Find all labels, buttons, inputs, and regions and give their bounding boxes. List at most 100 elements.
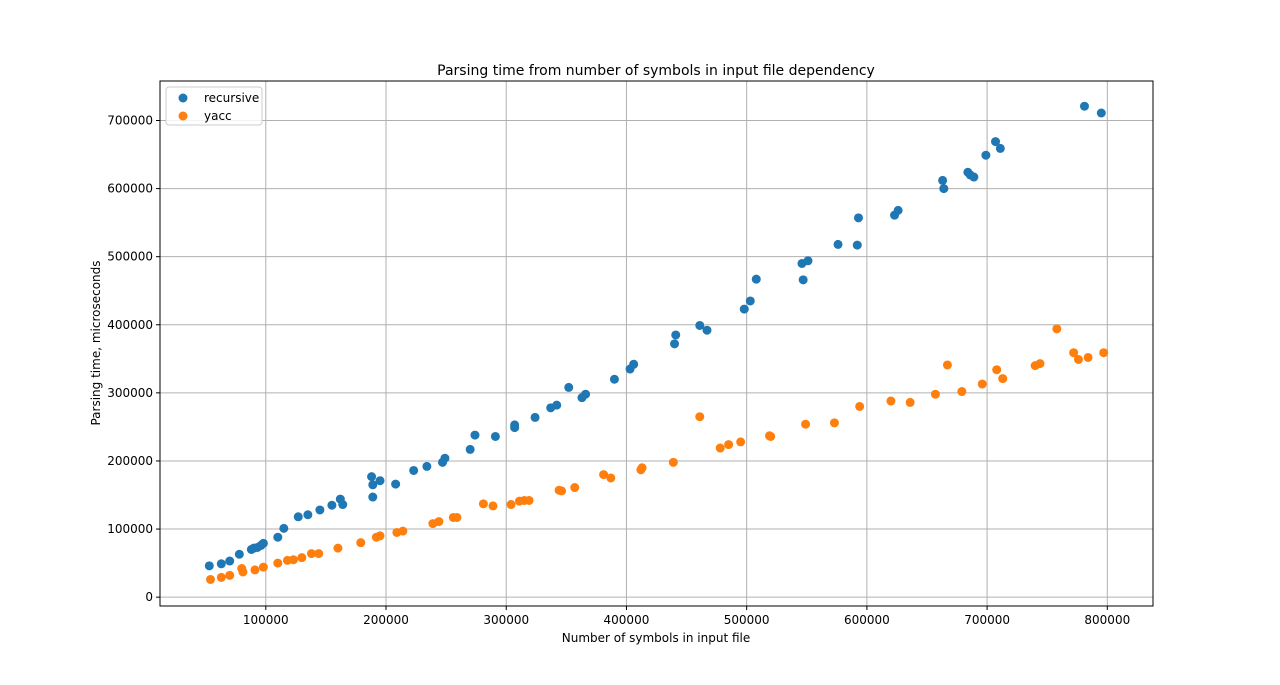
point-yacc xyxy=(801,419,811,429)
point-recursive xyxy=(670,339,680,349)
point-yacc xyxy=(1052,324,1062,334)
y-tick-label: 200000 xyxy=(107,454,153,468)
point-yacc xyxy=(1035,359,1045,369)
point-yacc xyxy=(398,526,408,536)
point-yacc xyxy=(930,389,940,399)
y-tick-label: 600000 xyxy=(107,182,153,196)
chart-title: Parsing time from number of symbols in i… xyxy=(437,63,875,79)
point-yacc xyxy=(886,396,896,406)
point-yacc xyxy=(205,574,215,584)
point-recursive xyxy=(204,561,214,571)
point-recursive xyxy=(739,304,749,314)
point-yacc xyxy=(297,553,307,563)
point-yacc xyxy=(724,440,734,450)
point-yacc xyxy=(306,549,316,559)
point-yacc xyxy=(258,562,268,572)
x-tick-label: 400000 xyxy=(604,613,650,627)
point-yacc xyxy=(557,486,567,496)
y-tick-label: 300000 xyxy=(107,386,153,400)
point-yacc xyxy=(957,387,967,397)
y-tick-label: 0 xyxy=(145,590,153,604)
legend-box xyxy=(165,86,263,126)
point-yacc xyxy=(288,555,298,565)
point-recursive xyxy=(367,472,377,482)
point-recursive xyxy=(938,175,948,185)
point-recursive xyxy=(279,523,289,533)
point-yacc xyxy=(478,499,488,509)
point-recursive xyxy=(939,184,949,194)
legend-marker-recursive xyxy=(178,93,188,103)
point-yacc xyxy=(1099,348,1109,358)
point-recursive xyxy=(798,275,808,285)
point-recursive xyxy=(853,213,863,223)
point-yacc xyxy=(434,517,444,527)
point-recursive xyxy=(225,556,235,566)
point-recursive xyxy=(671,330,681,340)
x-tick-label: 500000 xyxy=(724,613,770,627)
y-tick-label: 500000 xyxy=(107,250,153,264)
point-recursive xyxy=(629,359,639,369)
point-recursive xyxy=(490,431,500,441)
point-yacc xyxy=(238,567,248,577)
point-recursive xyxy=(552,400,562,410)
x-tick-label: 300000 xyxy=(483,613,529,627)
legend: recursive yacc xyxy=(165,86,263,126)
point-recursive xyxy=(833,239,843,249)
point-recursive xyxy=(293,512,303,522)
y-tick-label: 100000 xyxy=(107,522,153,536)
point-yacc xyxy=(506,500,516,510)
grid xyxy=(160,81,1153,606)
point-recursive xyxy=(1096,108,1106,118)
point-recursive xyxy=(530,412,540,422)
point-yacc xyxy=(375,531,385,541)
point-recursive xyxy=(581,389,591,399)
point-yacc xyxy=(829,418,839,428)
point-recursive xyxy=(338,500,348,510)
point-recursive xyxy=(981,150,991,160)
point-recursive xyxy=(273,532,283,542)
axis-ticks: 100000 200000 300000 400000 500000 600000 7000… xyxy=(107,113,1130,627)
point-recursive xyxy=(315,505,325,515)
point-yacc xyxy=(695,412,705,422)
point-yacc xyxy=(570,483,580,493)
point-yacc xyxy=(452,512,462,522)
point-yacc xyxy=(216,572,226,582)
point-yacc xyxy=(1073,355,1083,365)
point-recursive xyxy=(991,137,1001,147)
point-recursive xyxy=(216,559,226,569)
point-yacc xyxy=(1083,352,1093,362)
point-yacc xyxy=(333,543,343,553)
point-recursive xyxy=(893,205,903,215)
point-recursive xyxy=(470,430,480,440)
point-recursive xyxy=(745,296,755,306)
point-yacc xyxy=(736,437,746,447)
x-axis-label: Number of symbols in input file xyxy=(562,631,751,645)
point-recursive xyxy=(995,143,1005,153)
point-yacc xyxy=(250,565,260,575)
point-recursive xyxy=(422,461,432,471)
x-tick-label: 700000 xyxy=(964,613,1010,627)
point-recursive xyxy=(375,476,385,486)
point-yacc xyxy=(998,374,1008,384)
point-yacc xyxy=(606,473,616,483)
point-yacc xyxy=(905,397,915,407)
point-recursive xyxy=(751,274,761,284)
x-tick-label: 600000 xyxy=(844,613,890,627)
point-recursive xyxy=(702,325,712,335)
point-yacc xyxy=(356,538,366,548)
point-yacc xyxy=(488,501,498,511)
point-recursive xyxy=(368,480,378,490)
point-recursive xyxy=(510,420,520,430)
legend-label-recursive: recursive xyxy=(204,91,259,105)
x-tick-label: 800000 xyxy=(1084,613,1130,627)
point-yacc xyxy=(1069,348,1079,358)
point-recursive xyxy=(564,382,574,392)
point-yacc xyxy=(715,443,725,453)
point-yacc xyxy=(637,463,647,473)
y-axis-label: Parsing time, microseconds xyxy=(89,260,103,425)
data-points xyxy=(204,101,1109,584)
point-recursive xyxy=(409,465,419,475)
legend-label-yacc: yacc xyxy=(204,109,232,123)
